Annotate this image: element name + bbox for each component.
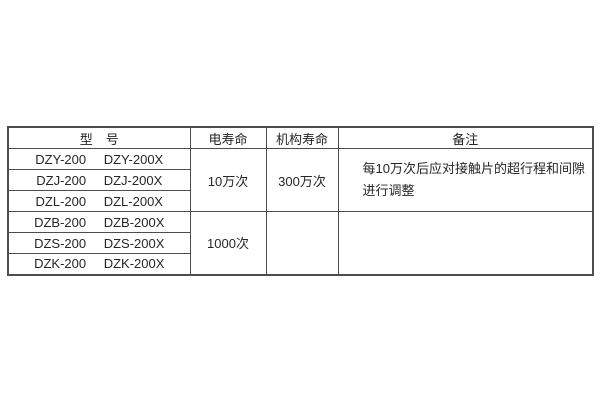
mechanical-life-cell: 300万次 xyxy=(265,148,339,212)
model-code: DZK-200 xyxy=(34,256,87,272)
table-row: DZS-200 DZS-200X xyxy=(7,232,593,254)
model-code: DZS-200 xyxy=(34,235,87,251)
model-code-x: DZY-200X xyxy=(103,151,164,167)
table-row: DZB-200 DZB-200X 1000次 xyxy=(7,211,594,275)
header-remarks: 备注 xyxy=(337,126,594,149)
remarks-line-2: 进行调整 xyxy=(362,183,415,198)
electrical-life-cell: 10万次 xyxy=(189,148,267,212)
header-mechanical-life: 机构寿命 xyxy=(265,126,339,149)
remarks-line-1: 每10万次后应对接触片的超行程和间隙 xyxy=(362,161,585,176)
electrical-life-cell: 1000次 xyxy=(189,211,267,275)
model-code: DZL-200 xyxy=(35,193,87,209)
model-cell: DZY-200 DZY-200X xyxy=(7,148,191,170)
model-code: DZJ-200 xyxy=(36,172,87,188)
table-row: DZJ-200 DZJ-200X xyxy=(7,169,593,191)
model-code-x: DZJ-200X xyxy=(103,172,163,188)
model-cell: DZJ-200 DZJ-200X xyxy=(7,169,191,191)
spec-table: 型 号 电寿命 机构寿命 备注 DZY-200 DZY-200X 10万次 30… xyxy=(7,126,594,276)
model-code-x: DZL-200X xyxy=(103,193,163,209)
header-electrical-life: 电寿命 xyxy=(189,126,267,149)
model-code: DZY-200 xyxy=(35,151,87,167)
model-code: DZB-200 xyxy=(34,214,87,230)
table-row: DZK-200 DZK-200X xyxy=(7,253,593,275)
model-code-x: DZS-200X xyxy=(103,235,165,251)
table-row: DZL-200 DZL-200X xyxy=(7,190,593,212)
header-row: 型 号 电寿命 机构寿命 备注 xyxy=(7,126,594,149)
model-cell: DZK-200 DZK-200X xyxy=(7,253,191,275)
model-cell: DZB-200 DZB-200X xyxy=(7,211,191,233)
table-row: DZY-200 DZY-200X 10万次 300万次 每10万次后应对接触片的… xyxy=(7,148,594,212)
header-model: 型 号 xyxy=(7,126,191,149)
model-cell: DZL-200 DZL-200X xyxy=(7,190,191,212)
model-cell: DZS-200 DZS-200X xyxy=(7,232,191,254)
mechanical-life-cell xyxy=(265,211,339,275)
model-code-x: DZK-200X xyxy=(103,256,165,272)
model-code-x: DZB-200X xyxy=(103,214,165,230)
remarks-cell: 每10万次后应对接触片的超行程和间隙 进行调整 xyxy=(337,148,594,212)
remarks-cell xyxy=(337,211,594,275)
